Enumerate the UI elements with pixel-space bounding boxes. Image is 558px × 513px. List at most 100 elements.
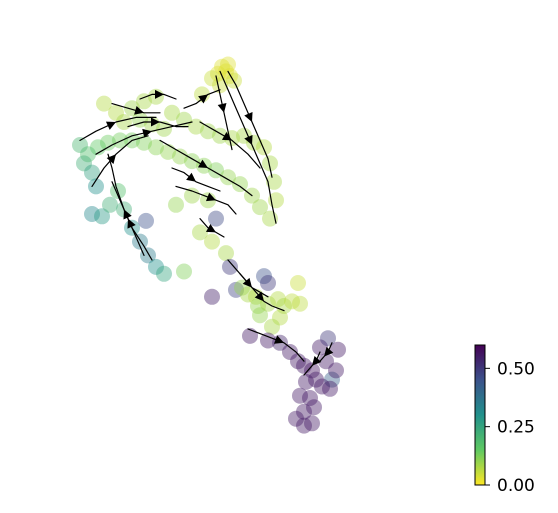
- scatter-point: [296, 417, 312, 434]
- scatter-point: [96, 95, 112, 112]
- colorbar-gradient: [474, 344, 486, 486]
- scatter-point: [208, 210, 224, 227]
- scatter-point: [88, 178, 104, 195]
- stream-arrowhead: [134, 105, 144, 115]
- stream-arrowhead: [105, 121, 116, 130]
- scatter-point: [200, 123, 216, 140]
- scatter-point: [84, 206, 100, 222]
- scatter-point: [76, 155, 92, 172]
- scatter-point: [228, 281, 244, 298]
- colorbar-tick-label: 0.25: [497, 418, 535, 438]
- scatter-point: [298, 373, 314, 390]
- stream-arrowhead: [244, 111, 253, 122]
- scatter-point: [292, 387, 308, 404]
- scatter-point: [184, 187, 200, 204]
- scatter-point: [308, 371, 324, 388]
- scatter-point: [284, 293, 300, 310]
- scatter-point: [172, 148, 188, 165]
- scatter-point: [292, 295, 308, 312]
- streamlines: [79, 70, 334, 376]
- stream-arrowhead: [198, 94, 208, 104]
- scatter-point: [314, 378, 330, 395]
- scatter-point: [100, 134, 116, 151]
- scatter-point: [252, 307, 268, 324]
- stream-arrowhead: [217, 103, 227, 113]
- scatter-point: [290, 353, 306, 370]
- scatter-point: [304, 362, 320, 379]
- stream-arrowhead: [324, 346, 334, 357]
- stream-arrowhead: [142, 128, 152, 138]
- scatter-point: [256, 139, 272, 156]
- scatter-point: [260, 275, 276, 291]
- scatter-point: [204, 70, 220, 87]
- scatter-point: [148, 258, 164, 275]
- scatter-point: [252, 199, 268, 216]
- stream-arrowhead: [151, 117, 160, 127]
- colorbar-tick-label: 0.50: [497, 359, 535, 379]
- scatter-point: [290, 275, 306, 291]
- scatter-point: [304, 415, 320, 432]
- stream-arrowhead: [254, 291, 264, 302]
- stream-arrowhead: [244, 134, 253, 145]
- stream-arrowhead: [155, 89, 164, 99]
- scatter-point: [240, 286, 256, 303]
- scatter-point: [214, 58, 230, 75]
- scatter-point: [108, 104, 124, 121]
- scatter-point: [312, 339, 328, 356]
- scatter-point: [192, 224, 208, 241]
- scatter-point: [328, 362, 344, 379]
- scatter-point: [136, 93, 152, 110]
- scatter-point: [224, 130, 240, 147]
- scatter-point: [80, 146, 96, 163]
- scatter-point: [210, 65, 226, 82]
- scatter-point: [272, 309, 288, 326]
- scatter-point: [302, 390, 318, 406]
- scatter-point: [218, 245, 234, 262]
- scatter-point: [148, 139, 164, 156]
- colorbar-ticks: 0.00 0.25 0.50: [485, 359, 535, 496]
- scatter-point: [220, 56, 236, 73]
- scatter-points: [72, 56, 346, 434]
- scatter-point: [232, 176, 248, 193]
- scatter-point: [138, 212, 154, 229]
- scatter-point: [176, 263, 192, 280]
- stream-arrowhead: [273, 335, 284, 344]
- scatter-point: [330, 341, 346, 358]
- stream-arrowhead: [186, 172, 196, 182]
- colorbar-tick-label: 0.00: [497, 476, 535, 496]
- scatter-point: [296, 403, 312, 420]
- stream-arrowhead: [221, 132, 232, 141]
- stream-arrowhead: [205, 192, 216, 202]
- stream-arrowhead: [127, 218, 136, 229]
- scatter-point: [322, 380, 338, 397]
- scatter-point: [204, 288, 220, 305]
- scatter-point: [318, 353, 334, 370]
- scatter-point: [176, 111, 192, 128]
- scatter-point: [282, 344, 298, 360]
- scatter-point: [164, 104, 180, 121]
- stream-arrowhead: [312, 356, 322, 366]
- scatter-point: [94, 208, 110, 225]
- scatter-point: [250, 298, 266, 314]
- scatter-point: [222, 258, 238, 275]
- scatter-point: [262, 155, 278, 172]
- stream-arrowhead: [106, 154, 116, 164]
- scatter-point: [112, 132, 128, 149]
- scatter-point: [270, 291, 286, 308]
- scatter-point: [260, 332, 276, 349]
- scatter-point: [264, 318, 280, 335]
- scatter-point: [72, 137, 88, 153]
- scatter-point: [320, 330, 336, 347]
- stream-arrowhead: [197, 159, 208, 168]
- colorbar: 0.00 0.25 0.50: [474, 344, 535, 496]
- scatter-point: [156, 265, 172, 282]
- scatter-point: [84, 164, 100, 181]
- scatter-point: [276, 298, 292, 314]
- scatter-point: [266, 173, 282, 190]
- scatter-point: [204, 233, 220, 250]
- scatter-point: [306, 399, 322, 416]
- stream-arrowhead: [205, 224, 216, 233]
- scatter-point: [324, 371, 340, 388]
- scatter-point: [288, 410, 304, 427]
